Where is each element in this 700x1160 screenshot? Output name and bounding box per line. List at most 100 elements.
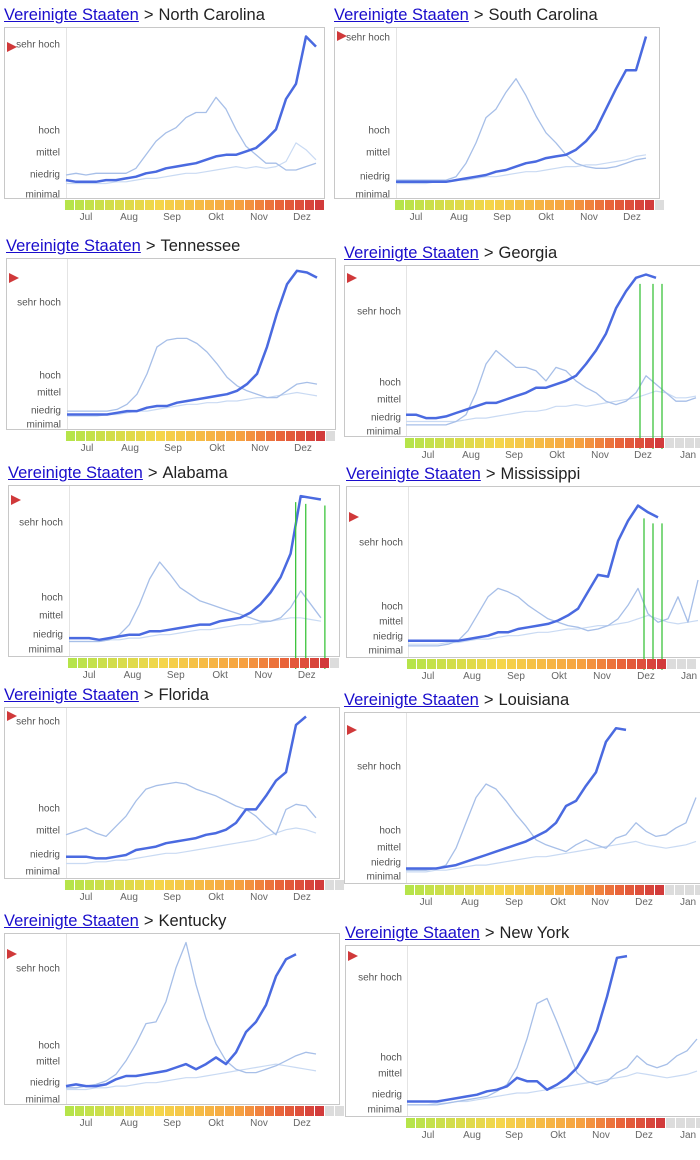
activity-week-square xyxy=(657,659,666,669)
activity-week-square xyxy=(597,659,606,669)
state-panel-kentucky: Vereinigte Staaten > Kentucky sehr hoch hoch… xyxy=(4,910,344,1129)
breadcrumb: Vereinigte Staaten > Alabama xyxy=(8,462,228,484)
y-tick-label: niedrig xyxy=(370,857,401,869)
activity-week-square xyxy=(437,659,446,669)
y-tick-label: hoch xyxy=(38,803,60,815)
breadcrumb: Vereinigte Staaten > Tennessee xyxy=(6,235,240,257)
plot-axis-line xyxy=(406,266,407,436)
activity-week-square xyxy=(566,1118,575,1128)
activity-week-square xyxy=(515,885,524,895)
activity-week-square xyxy=(155,200,164,210)
breadcrumb-link-united-states[interactable]: Vereinigte Staaten xyxy=(6,237,141,255)
activity-week-square xyxy=(286,431,295,441)
month-label: Dez xyxy=(635,897,653,908)
activity-week-square xyxy=(455,438,464,448)
activity-week-square xyxy=(405,200,414,210)
activity-week-square xyxy=(615,885,624,895)
activity-week-square xyxy=(206,431,215,441)
activity-week-square xyxy=(415,885,424,895)
activity-week-square xyxy=(219,658,229,668)
activity-week-square xyxy=(85,880,94,890)
breadcrumb-link-united-states[interactable]: Vereinigte Staaten xyxy=(346,465,481,483)
activity-week-square xyxy=(406,1118,415,1128)
plot-axis-line xyxy=(69,486,70,656)
activity-week-square xyxy=(126,431,135,441)
activity-week-square xyxy=(146,431,155,441)
y-tick-label: hoch xyxy=(368,125,390,137)
current-level-flag-icon xyxy=(347,272,357,283)
breadcrumb-link-united-states[interactable]: Vereinigte Staaten xyxy=(4,686,139,704)
y-tick-label: niedrig xyxy=(29,169,60,181)
month-label: Aug xyxy=(463,671,481,682)
series-past-season xyxy=(407,997,698,1106)
activity-week-square xyxy=(687,659,696,669)
breadcrumb: Vereinigte Staaten > Kentucky xyxy=(4,910,226,932)
activity-week-square xyxy=(645,200,654,210)
breadcrumb-link-united-states[interactable]: Vereinigte Staaten xyxy=(344,244,479,262)
activity-week-square xyxy=(466,1118,475,1128)
current-level-flag-icon xyxy=(348,951,358,962)
activity-week-square xyxy=(239,658,249,668)
activity-week-square xyxy=(695,438,700,448)
activity-week-square xyxy=(595,200,604,210)
chart-box: sehr hoch hoch mittel niedrig minimal xyxy=(6,258,336,430)
series-current-season xyxy=(67,269,318,416)
month-label: Dez xyxy=(635,1130,653,1141)
activity-week-square xyxy=(266,431,275,441)
month-label: Nov xyxy=(250,1118,268,1129)
y-tick-label: mittel xyxy=(377,394,401,405)
activity-week-square xyxy=(646,1118,655,1128)
month-label: Sep xyxy=(164,443,182,454)
activity-week-square xyxy=(495,200,504,210)
activity-week-square xyxy=(665,438,674,448)
breadcrumb-link-united-states[interactable]: Vereinigte Staaten xyxy=(4,912,139,930)
y-tick-label: mittel xyxy=(39,610,63,622)
y-tick-label: niedrig xyxy=(372,631,403,643)
activity-week-square xyxy=(316,431,325,441)
month-label: Okt xyxy=(208,1118,224,1129)
breadcrumb-link-united-states[interactable]: Vereinigte Staaten xyxy=(8,464,143,482)
y-tick-label: hoch xyxy=(41,592,63,604)
activity-week-square xyxy=(135,880,144,890)
month-label: Aug xyxy=(463,1130,481,1141)
activity-week-square xyxy=(136,431,145,441)
month-label: Sep xyxy=(505,1130,523,1141)
activity-week-square xyxy=(595,438,604,448)
activity-week-square xyxy=(115,200,124,210)
activity-week-square xyxy=(667,659,676,669)
state-panel-alabama: Vereinigte Staaten > Alabama sehr hoch hoch m… xyxy=(8,462,340,681)
month-label: Nov xyxy=(254,670,273,681)
activity-week-square xyxy=(329,658,339,668)
activity-week-square xyxy=(285,200,294,210)
activity-week-square xyxy=(225,1106,234,1116)
month-label: Dez xyxy=(297,670,316,681)
y-tick-label: minimal xyxy=(368,645,403,657)
month-label: Okt xyxy=(549,450,565,461)
activity-week-square xyxy=(635,200,644,210)
month-label: Jul xyxy=(421,671,435,682)
y-tick-label: sehr hoch xyxy=(357,306,401,318)
activity-week-square xyxy=(567,659,576,669)
series-past-season xyxy=(408,579,699,647)
activity-week-square xyxy=(185,1106,194,1116)
activity-week-square xyxy=(486,1118,495,1128)
breadcrumb-link-united-states[interactable]: Vereinigte Staaten xyxy=(4,6,139,24)
activity-week-square xyxy=(158,658,168,668)
activity-week-square xyxy=(435,200,444,210)
activity-week-square xyxy=(545,200,554,210)
breadcrumb-link-united-states[interactable]: Vereinigte Staaten xyxy=(334,6,469,24)
activity-week-square xyxy=(517,659,526,669)
breadcrumb-link-united-states[interactable]: Vereinigte Staaten xyxy=(344,691,479,709)
breadcrumb-separator: > xyxy=(484,924,495,942)
series-other-seasons xyxy=(406,840,697,873)
month-label: Dez xyxy=(293,212,311,223)
breadcrumb-link-united-states[interactable]: Vereinigte Staaten xyxy=(345,924,480,942)
activity-week-square xyxy=(105,880,114,890)
month-label: Nov xyxy=(592,1130,610,1141)
state-panel-mississippi: Vereinigte Staaten > Mississippi sehr hoch h… xyxy=(346,463,700,682)
activity-week-square xyxy=(245,200,254,210)
month-label: Okt xyxy=(550,1130,566,1141)
activity-week-square xyxy=(485,885,494,895)
current-level-flag-icon xyxy=(11,494,21,505)
current-level-flag-icon xyxy=(7,711,17,722)
